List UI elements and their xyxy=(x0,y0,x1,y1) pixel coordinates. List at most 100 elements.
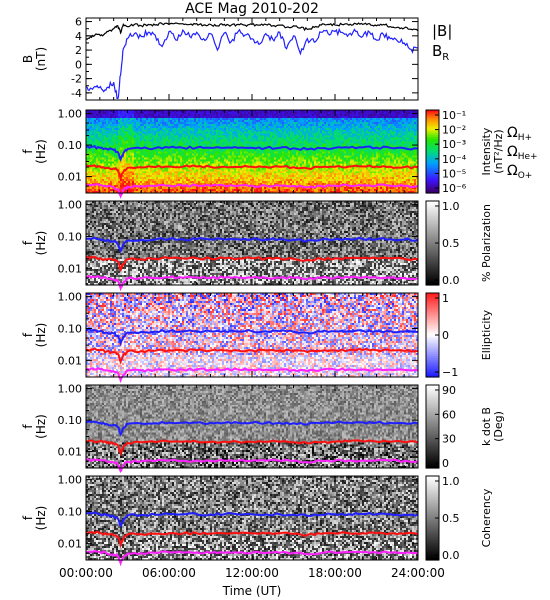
colorbar-cell xyxy=(426,253,439,257)
gyro-line-o_plus-panel-4 xyxy=(85,458,419,474)
colorbar-cell xyxy=(426,215,439,219)
colorbar-tick-label: 10⁻² xyxy=(442,124,466,137)
y-tick-label: 0.10 xyxy=(58,322,83,335)
colorbar-cell xyxy=(426,134,439,138)
colorbar-frame-4 xyxy=(425,384,440,469)
colorbar-cell xyxy=(426,224,439,227)
x-tick-label: 18:00:00 xyxy=(308,566,362,580)
colorbar-tick-label: 1 xyxy=(442,292,449,305)
colorbar-cell xyxy=(426,257,439,261)
colorbar-cell xyxy=(426,443,439,446)
x-tick-label: 12:00:00 xyxy=(225,566,279,580)
gyro-line-h_plus-panel-1 xyxy=(85,144,419,163)
colorbar-cell xyxy=(426,228,439,231)
colorbar-cell xyxy=(426,545,439,548)
colorbar-cell xyxy=(426,522,439,525)
colorbar-cell xyxy=(426,490,439,494)
x-tick-label: 24:00:00 xyxy=(391,566,445,580)
colorbar-label-5: Coherency xyxy=(480,488,493,547)
legend-b-mag: |B| xyxy=(432,22,452,40)
colorbar-tick-label: 10⁻³ xyxy=(442,138,466,151)
colorbar-label-main: Ellipticity xyxy=(480,309,493,360)
colorbar-cell xyxy=(426,110,439,113)
colorbar-label-main: Coherency xyxy=(480,488,493,547)
gyro-line-h_plus-panel-5 xyxy=(85,511,419,528)
colorbar-cell xyxy=(426,309,439,313)
gyro-line-o_plus-panel-2 xyxy=(85,274,419,292)
colorbar-cell xyxy=(426,188,439,192)
colorbar-cell xyxy=(426,434,439,438)
colorbar-cell xyxy=(426,385,439,388)
colorbar-cell xyxy=(426,217,439,221)
colorbar-cell xyxy=(426,222,439,225)
legend-b-r-sub: R xyxy=(442,52,449,63)
colorbar-cell xyxy=(426,445,439,448)
colorbar-cell xyxy=(426,141,439,144)
colorbar-cell xyxy=(426,149,439,153)
colorbar-cell xyxy=(426,116,439,119)
colorbar-cell xyxy=(426,236,439,240)
colorbar-cell xyxy=(426,328,439,332)
colorbar-cell xyxy=(426,118,439,121)
y-label-unit: (Hz) xyxy=(34,506,48,531)
colorbar-cell xyxy=(426,332,439,336)
colorbar-cell xyxy=(426,370,439,374)
colorbar-cell xyxy=(426,497,439,500)
gyro-line-o_plus-panel-5 xyxy=(86,549,419,567)
y-tick-label: 1.00 xyxy=(58,383,83,396)
colorbar-cell xyxy=(426,307,439,311)
colorbar-cell xyxy=(426,541,439,544)
colorbar-cell xyxy=(426,494,439,498)
colorbar-cell xyxy=(426,374,439,378)
colorbar-cell xyxy=(426,320,439,323)
colorbar-cell xyxy=(426,211,439,215)
colorbar-cell xyxy=(426,463,439,467)
colorbar-cell xyxy=(426,484,439,488)
gyro-line-he_plus-panel-5 xyxy=(85,530,419,549)
y-label-5: f(Hz) xyxy=(21,506,48,531)
colorbar-cell xyxy=(426,268,439,271)
colorbar-cell xyxy=(426,157,439,161)
colorbar-cell xyxy=(426,213,439,217)
colorbar-cell xyxy=(426,266,439,269)
y-tick-label: 1.00 xyxy=(58,291,83,304)
colorbar-cell xyxy=(426,358,439,361)
colorbar-cell xyxy=(426,190,439,194)
colorbar-cell xyxy=(426,387,439,390)
colorbar-cell xyxy=(426,176,439,180)
colorbar-cell xyxy=(426,349,439,353)
legend-omega-he-sub: He+ xyxy=(518,152,538,162)
colorbar-cell xyxy=(426,276,439,280)
colorbar-label-2: % Polarization xyxy=(480,204,493,282)
colorbar-cell xyxy=(426,120,439,124)
colorbar-cell xyxy=(426,480,439,483)
colorbar-cell xyxy=(426,534,439,538)
colorbar-cell xyxy=(426,203,439,206)
colorbar-cell xyxy=(426,234,439,238)
colorbar-cell xyxy=(426,389,439,392)
colorbar-cell xyxy=(426,172,439,175)
colorbar-cell xyxy=(426,457,439,461)
colorbar-label-unit: (Deg) xyxy=(492,411,505,442)
colorbar-cell xyxy=(426,166,439,169)
colorbar-cell xyxy=(426,230,439,234)
colorbar-cell xyxy=(426,465,439,469)
colorbar-tick-label: 0.0 xyxy=(442,549,460,562)
colorbar-cell xyxy=(426,247,439,250)
axes: B(nT)6420-2-4f(Hz)1.000.100.01f(Hz)1.000… xyxy=(21,16,445,580)
colorbar-cell xyxy=(426,411,439,415)
colorbar-cell xyxy=(426,343,439,347)
colorbar-tick-label: 0 xyxy=(442,329,449,342)
colorbar-cell xyxy=(426,182,439,186)
colorbar-cell xyxy=(426,130,439,134)
y-tick-label: 0.10 xyxy=(58,230,83,243)
colorbar-cell xyxy=(426,124,439,128)
colorbar-cell xyxy=(426,274,439,278)
gyro-line-o_plus-panel-3 xyxy=(85,366,419,384)
colorbar-cell xyxy=(426,339,439,342)
colorbar-cell xyxy=(426,178,439,182)
colorbar-cell xyxy=(426,270,439,273)
spectrogram-images xyxy=(86,110,418,560)
spectrogram-3 xyxy=(86,293,418,377)
colorbar-cell xyxy=(426,403,439,407)
